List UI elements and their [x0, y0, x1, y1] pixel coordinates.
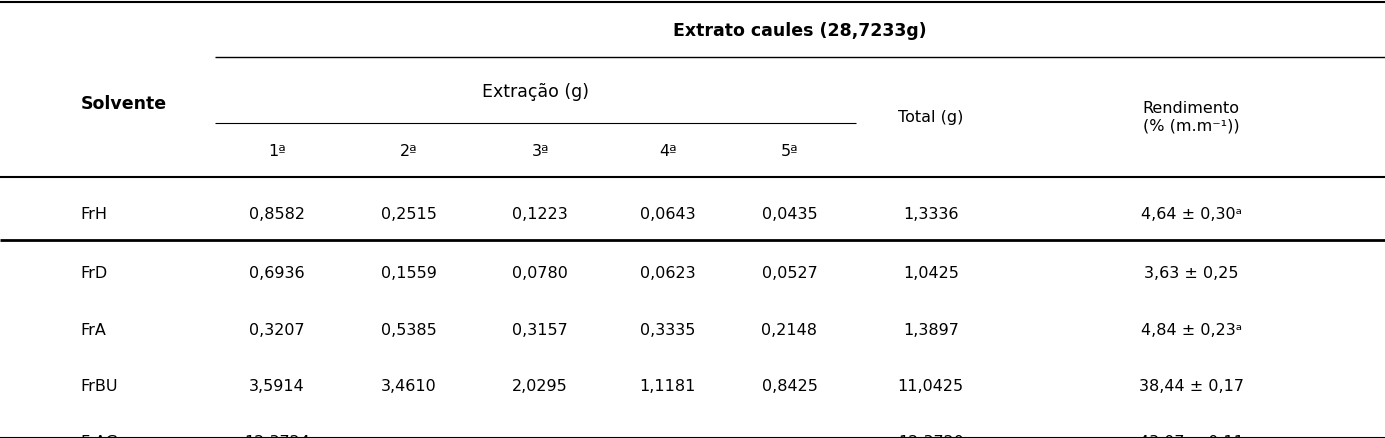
Text: FrAG: FrAG [80, 435, 118, 438]
Text: Rendimento
(% (m.m⁻¹)): Rendimento (% (m.m⁻¹)) [1143, 101, 1240, 133]
Text: 0,0623: 0,0623 [640, 266, 695, 281]
Text: 0,2515: 0,2515 [381, 207, 436, 222]
Text: 4ª: 4ª [659, 144, 676, 159]
Text: 0,8425: 0,8425 [762, 379, 817, 394]
Text: 1,0425: 1,0425 [903, 266, 958, 281]
Text: -: - [787, 435, 792, 438]
Text: 0,0527: 0,0527 [762, 266, 817, 281]
Text: 0,0643: 0,0643 [640, 207, 695, 222]
Text: -: - [406, 435, 411, 438]
Text: 0,1223: 0,1223 [512, 207, 568, 222]
Text: FrH: FrH [80, 207, 107, 222]
Text: 4,64 ± 0,30ᵃ: 4,64 ± 0,30ᵃ [1141, 207, 1241, 222]
Text: FrA: FrA [80, 323, 107, 338]
Text: 1,3336: 1,3336 [903, 207, 958, 222]
Text: 0,3335: 0,3335 [640, 323, 695, 338]
Text: -: - [537, 435, 543, 438]
Text: FrBU: FrBU [80, 379, 118, 394]
Text: 38,44 ± 0,17: 38,44 ± 0,17 [1138, 379, 1244, 394]
Text: 43,07 ± 0,11: 43,07 ± 0,11 [1138, 435, 1244, 438]
Text: 11,0425: 11,0425 [897, 379, 964, 394]
Text: 3,5914: 3,5914 [249, 379, 305, 394]
Text: 0,6936: 0,6936 [249, 266, 305, 281]
Text: 0,0780: 0,0780 [512, 266, 568, 281]
Text: Extração (g): Extração (g) [482, 83, 589, 101]
Text: 3,63 ± 0,25: 3,63 ± 0,25 [1144, 266, 1238, 281]
Text: 0,3207: 0,3207 [249, 323, 305, 338]
Text: 4,84 ± 0,23ᵃ: 4,84 ± 0,23ᵃ [1140, 323, 1242, 338]
Text: 0,8582: 0,8582 [249, 207, 305, 222]
Text: 2ª: 2ª [400, 144, 417, 159]
Text: Solvente: Solvente [80, 95, 166, 113]
Text: 1,3897: 1,3897 [903, 323, 958, 338]
Text: -: - [665, 435, 670, 438]
Text: 1,1181: 1,1181 [640, 379, 695, 394]
Text: Extrato caules (28,7233g): Extrato caules (28,7233g) [673, 21, 927, 40]
Text: 0,2148: 0,2148 [762, 323, 817, 338]
Text: 12,3720: 12,3720 [897, 435, 964, 438]
Text: 0,0435: 0,0435 [762, 207, 817, 222]
Text: 0,1559: 0,1559 [381, 266, 436, 281]
Text: 5ª: 5ª [781, 144, 798, 159]
Text: 12,3724: 12,3724 [244, 435, 310, 438]
Text: FrD: FrD [80, 266, 108, 281]
Text: 1ª: 1ª [269, 144, 285, 159]
Text: Total (g): Total (g) [897, 110, 964, 125]
Text: 0,3157: 0,3157 [512, 323, 568, 338]
Text: 2,0295: 2,0295 [512, 379, 568, 394]
Text: 0,5385: 0,5385 [381, 323, 436, 338]
Text: 3,4610: 3,4610 [381, 379, 436, 394]
Text: 3ª: 3ª [532, 144, 548, 159]
